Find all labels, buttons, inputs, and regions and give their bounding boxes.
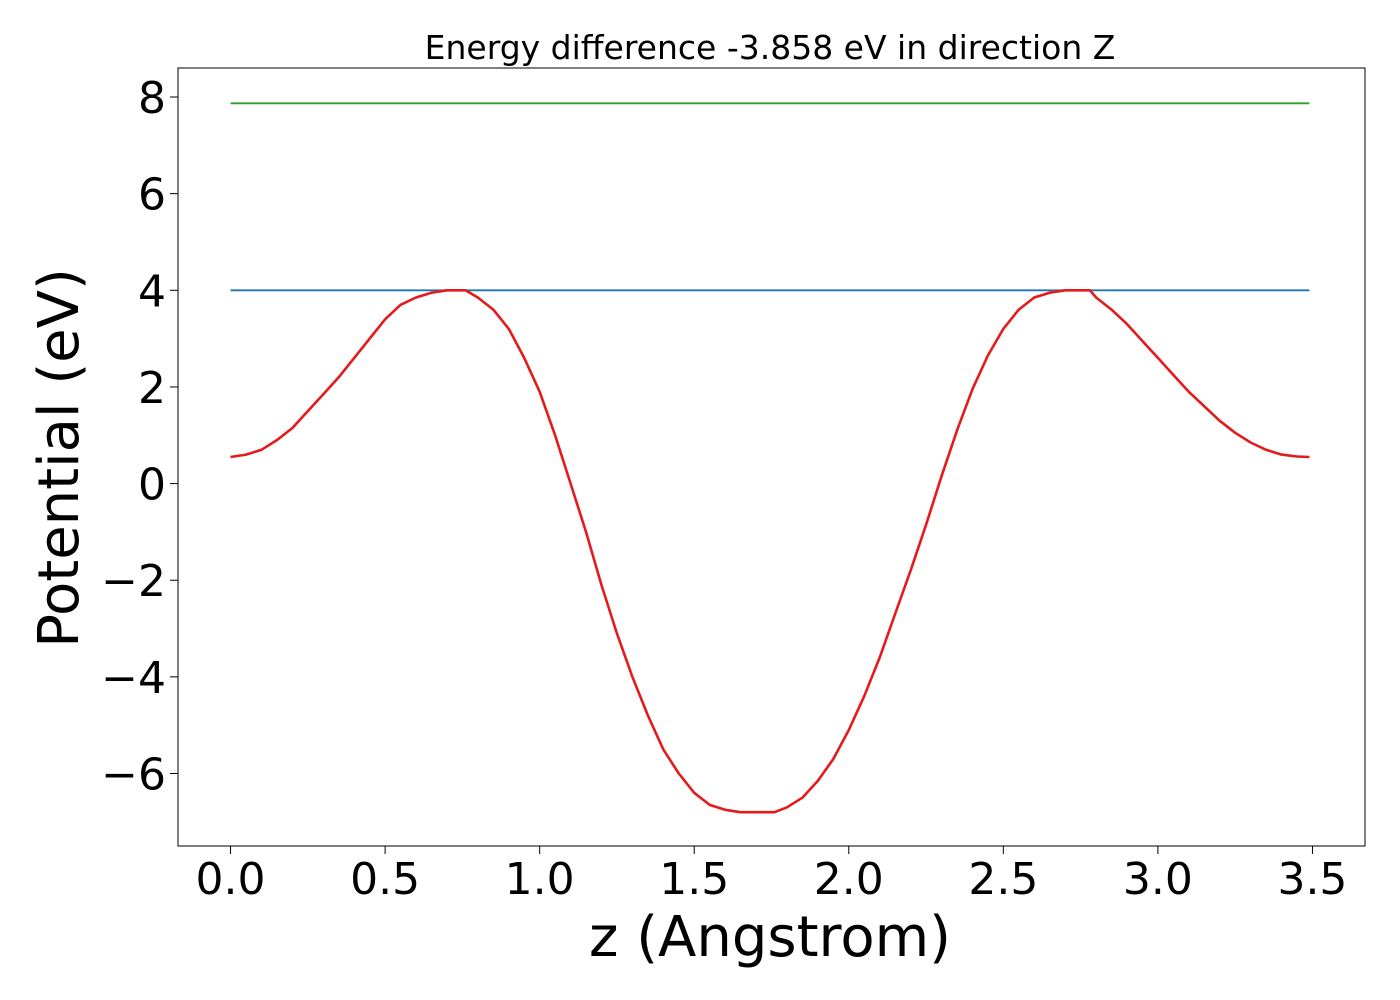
x-axis: 0.0 0.5 1.0 1.5 2.0 2.5 3.0 3.5 [196, 846, 1347, 905]
y-tick-label: 8 [138, 73, 166, 124]
x-tick-label: 2.5 [968, 854, 1038, 905]
plot-frame [177, 67, 1366, 847]
y-axis: −6 −4 −2 0 2 4 6 8 [101, 73, 178, 801]
y-tick-label: 2 [138, 363, 166, 414]
x-tick-label: 1.5 [659, 854, 729, 905]
x-tick-label: 2.0 [814, 854, 884, 905]
series-layer [230, 102, 1310, 814]
x-tick-label: 1.0 [505, 854, 575, 905]
y-tick-label: 0 [138, 460, 166, 511]
y-tick-label: −4 [101, 653, 166, 704]
x-tick-label: 3.0 [1123, 854, 1193, 905]
x-tick-label: 0.0 [196, 854, 266, 905]
chart-title: Energy difference -3.858 eV in direction… [425, 28, 1116, 67]
y-tick-label: −6 [101, 750, 166, 801]
y-tick-label: 6 [138, 170, 166, 221]
x-tick-label: 3.5 [1277, 854, 1347, 905]
y-tick-label: 4 [138, 266, 166, 317]
series-line-3 [230, 288, 1310, 814]
plot-area [177, 67, 1366, 847]
x-tick-label: 0.5 [350, 854, 420, 905]
y-axis-title: Potential (eV) [27, 268, 92, 648]
x-axis-title: z (Angstrom) [589, 905, 951, 970]
y-tick-label: −2 [101, 556, 166, 607]
